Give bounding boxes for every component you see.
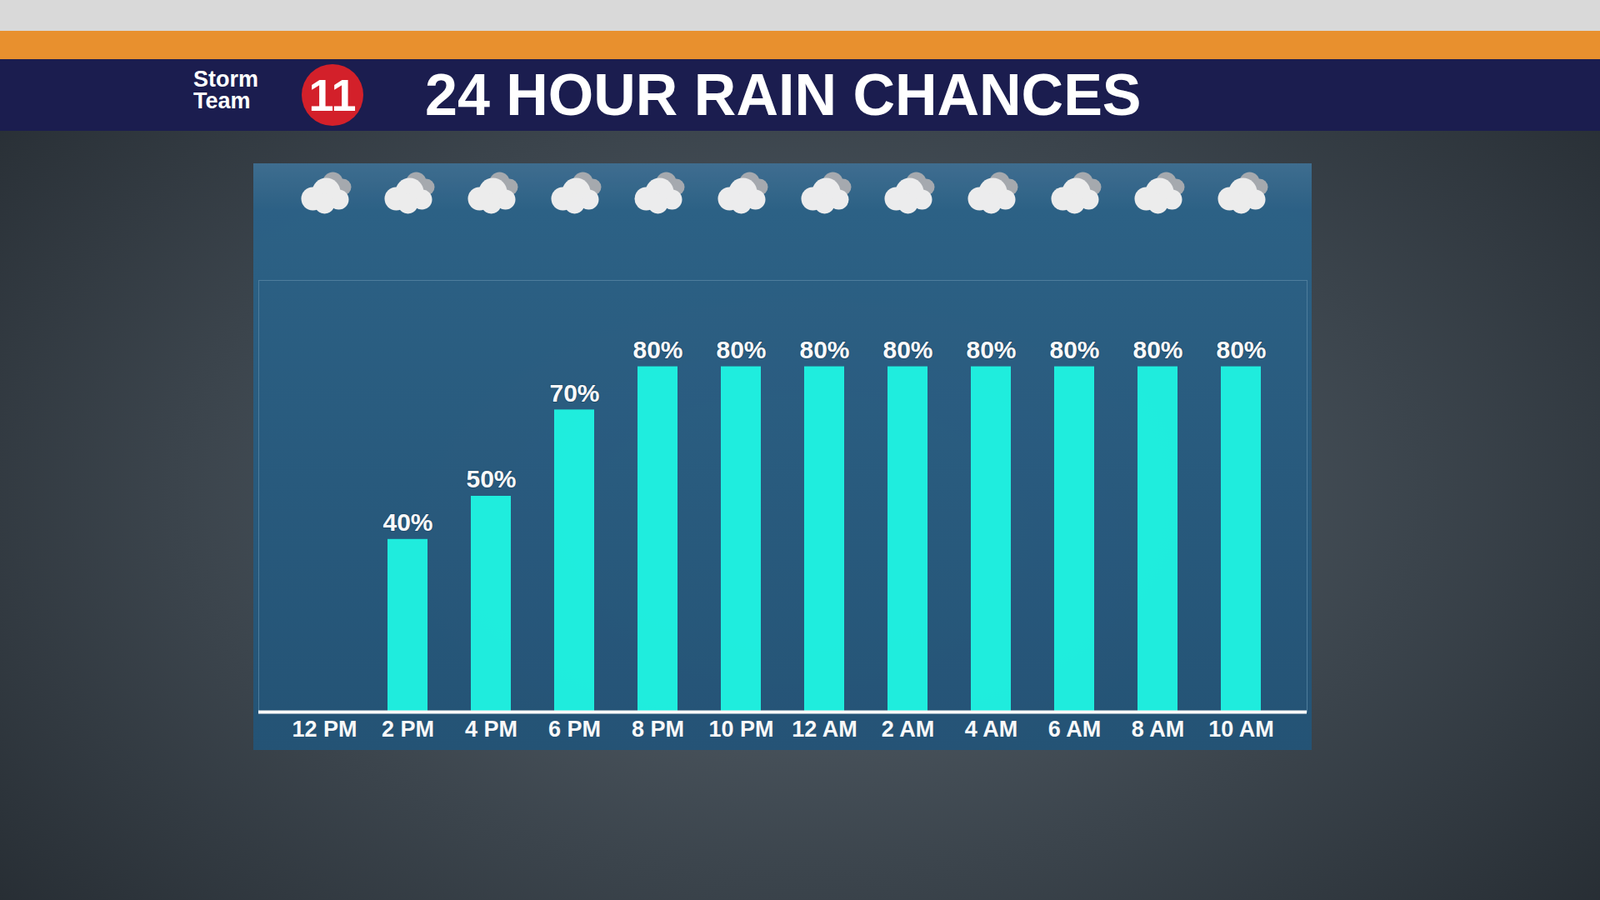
svg-text:8 PM: 8 PM bbox=[631, 716, 685, 742]
svg-text:8 AM: 8 AM bbox=[1131, 716, 1185, 742]
svg-text:4 PM: 4 PM bbox=[465, 716, 518, 742]
svg-text:70%: 70% bbox=[549, 379, 600, 407]
svg-text:80%: 80% bbox=[632, 335, 683, 364]
svg-text:80%: 80% bbox=[1215, 335, 1266, 364]
svg-text:4 AM: 4 AM bbox=[965, 716, 1019, 742]
svg-text:80%: 80% bbox=[799, 335, 850, 364]
svg-text:80%: 80% bbox=[1132, 335, 1183, 364]
html-text:11: 11 bbox=[308, 70, 357, 120]
svg-text:80%: 80% bbox=[965, 335, 1016, 364]
html-text:Storm: Storm bbox=[193, 66, 259, 92]
svg-text:6 PM: 6 PM bbox=[548, 716, 601, 742]
svg-text:2 AM: 2 AM bbox=[881, 716, 935, 742]
svg-text:6 AM: 6 AM bbox=[1048, 716, 1102, 742]
svg-text:2 PM: 2 PM bbox=[381, 716, 435, 742]
svg-text:12 AM: 12 AM bbox=[791, 716, 858, 742]
svg-text:80%: 80% bbox=[1049, 335, 1100, 364]
svg-text:50%: 50% bbox=[465, 465, 516, 493]
svg-text:40%: 40% bbox=[382, 508, 433, 536]
svg-text:10 PM: 10 PM bbox=[708, 716, 774, 742]
svg-text:12 PM: 12 PM bbox=[291, 716, 357, 742]
svg-text:80%: 80% bbox=[882, 335, 933, 364]
html-text:Team: Team bbox=[193, 88, 251, 114]
svg-text:10 AM: 10 AM bbox=[1208, 716, 1275, 742]
svg-text:80%: 80% bbox=[715, 335, 766, 364]
html-text:24 HOUR RAIN CHANCES: 24 HOUR RAIN CHANCES bbox=[425, 62, 1142, 128]
